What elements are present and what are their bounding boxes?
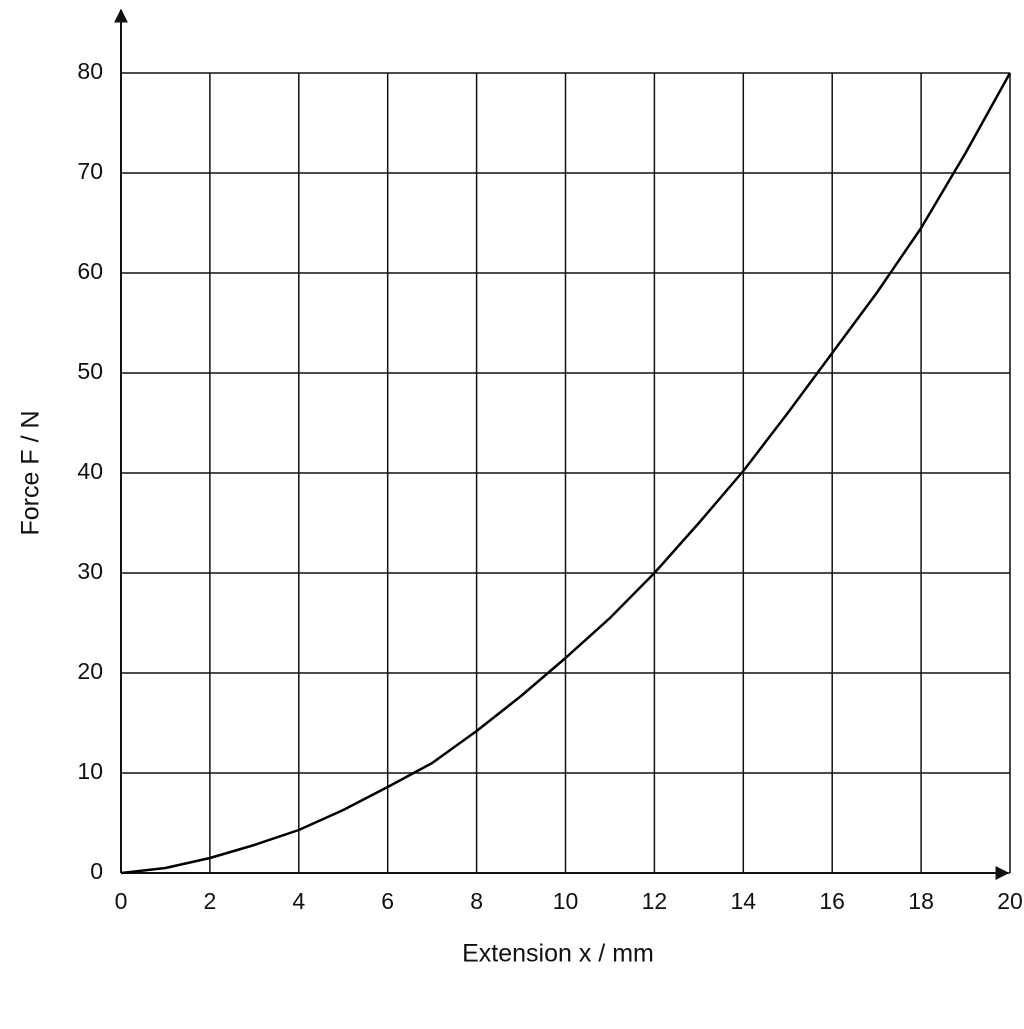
y-tick-label: 70 [77,158,103,184]
y-tick-label: 10 [77,758,103,784]
y-axis-label: Force F / N [17,410,45,535]
x-tick-label: 8 [470,888,483,914]
y-tick-label: 40 [77,458,103,484]
x-tick-label: 4 [292,888,305,914]
y-tick-label: 50 [77,358,103,384]
y-tick-label: 30 [77,558,103,584]
x-tick-label: 12 [642,888,668,914]
y-tick-label: 0 [90,858,103,884]
data-line [120,72,1012,875]
x-tick-label: 16 [819,888,845,914]
x-tick-label: 18 [908,888,934,914]
x-tick-label: 10 [553,888,579,914]
x-tick-label: 0 [115,888,128,914]
x-axis-label: Extension x / mm [462,940,654,968]
x-tick-label: 20 [997,888,1023,914]
y-tick-label: 60 [77,258,103,284]
x-tick-label: 14 [731,888,757,914]
x-tick-label: 2 [204,888,217,914]
x-tick-label: 6 [381,888,394,914]
y-tick-label: 80 [77,58,103,84]
y-tick-label: 20 [77,658,103,684]
